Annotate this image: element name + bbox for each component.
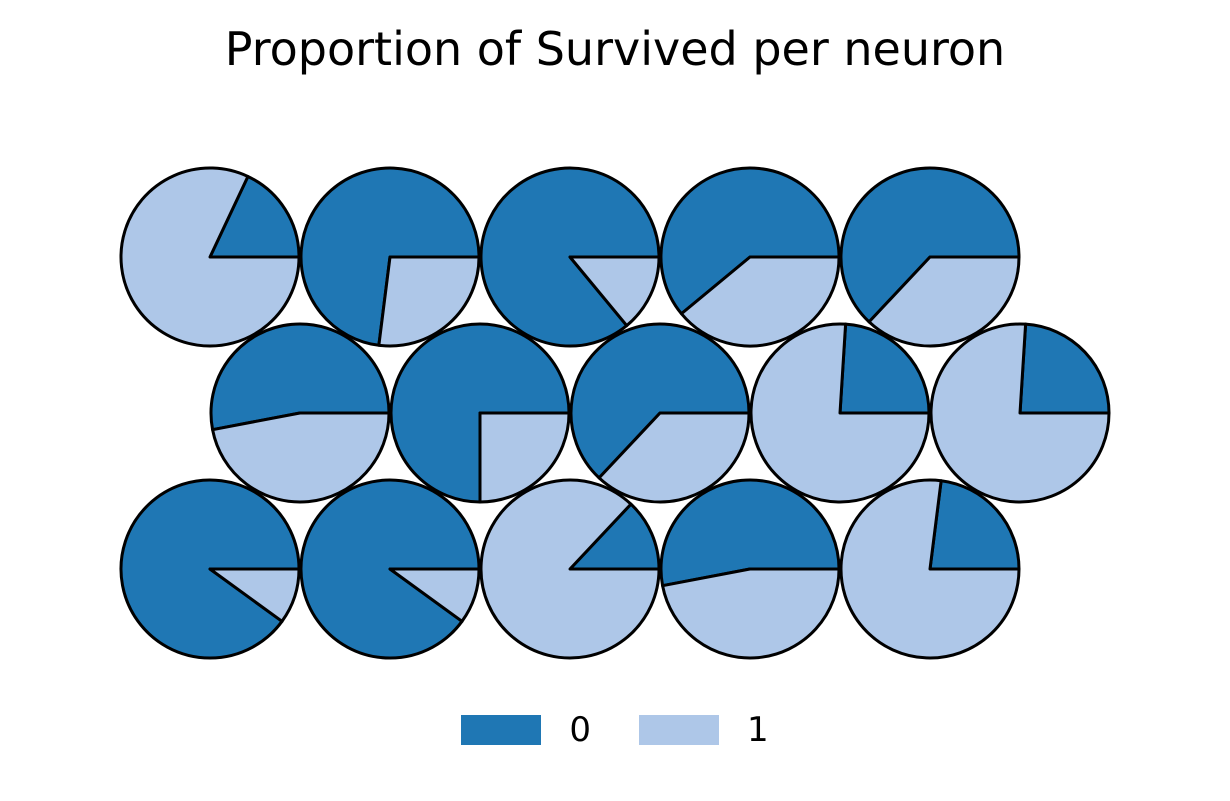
legend-swatch-0 bbox=[461, 715, 542, 745]
pie-slice-9-class-1 bbox=[929, 322, 1111, 504]
neuron-pie-5 bbox=[209, 322, 391, 504]
pie-slice-14-class-1 bbox=[839, 478, 1021, 660]
neuron-pie-14 bbox=[839, 478, 1021, 660]
neuron-pie-1 bbox=[299, 166, 481, 348]
legend-label-1: 1 bbox=[747, 710, 769, 750]
neuron-pie-3 bbox=[659, 166, 841, 348]
pie-slice-0-class-0 bbox=[208, 174, 301, 259]
pie-slice-4-class-0 bbox=[839, 166, 1021, 324]
pie-slice-5-class-1 bbox=[211, 411, 391, 504]
pie-slice-14-class-0 bbox=[928, 479, 1021, 571]
chart-title: Proportion of Survived per neuron bbox=[224, 22, 1006, 76]
pie-slice-4-class-1 bbox=[867, 255, 1021, 348]
pie-slice-8-class-1 bbox=[749, 322, 931, 504]
neuron-pie-0 bbox=[119, 166, 301, 348]
pie-slice-9-class-0 bbox=[1018, 322, 1111, 415]
pie-slice-11-class-1 bbox=[388, 567, 481, 623]
neuron-pie-10 bbox=[119, 478, 301, 660]
pie-slice-1-class-1 bbox=[377, 255, 481, 348]
legend-label-0: 0 bbox=[569, 710, 591, 750]
neuron-pie-12 bbox=[479, 478, 661, 660]
legend-swatch-1 bbox=[639, 715, 719, 745]
neuron-pie-2 bbox=[479, 166, 661, 348]
pie-slice-8-class-0 bbox=[838, 322, 931, 415]
pie-slice-2-class-1 bbox=[568, 255, 661, 328]
pie-slice-12-class-1 bbox=[479, 478, 661, 660]
pie-slice-6-class-1 bbox=[478, 411, 571, 504]
pie-slice-0-class-1 bbox=[119, 166, 301, 348]
pie-slice-13-class-0 bbox=[659, 478, 841, 588]
neuron-pie-7 bbox=[569, 322, 751, 504]
legend-item-1: 1 bbox=[639, 710, 769, 750]
neuron-pie-11 bbox=[299, 478, 481, 660]
pie-slice-7-class-1 bbox=[597, 411, 751, 504]
pie-slice-3-class-1 bbox=[679, 255, 841, 348]
pie-slice-13-class-1 bbox=[661, 567, 841, 660]
neuron-pie-6 bbox=[389, 322, 571, 504]
pie-slice-3-class-0 bbox=[659, 166, 841, 316]
neuron-pie-4 bbox=[839, 166, 1021, 348]
neuron-pie-8 bbox=[749, 322, 931, 504]
pie-slice-7-class-0 bbox=[569, 322, 751, 480]
pie-slice-5-class-0 bbox=[209, 322, 391, 432]
legend: 0 1 bbox=[0, 710, 1230, 750]
neuron-pie-9 bbox=[929, 322, 1111, 504]
pie-slice-10-class-1 bbox=[208, 567, 301, 623]
neuron-pie-13 bbox=[659, 478, 841, 660]
legend-item-0: 0 bbox=[461, 710, 591, 750]
pie-slice-12-class-0 bbox=[568, 502, 661, 571]
